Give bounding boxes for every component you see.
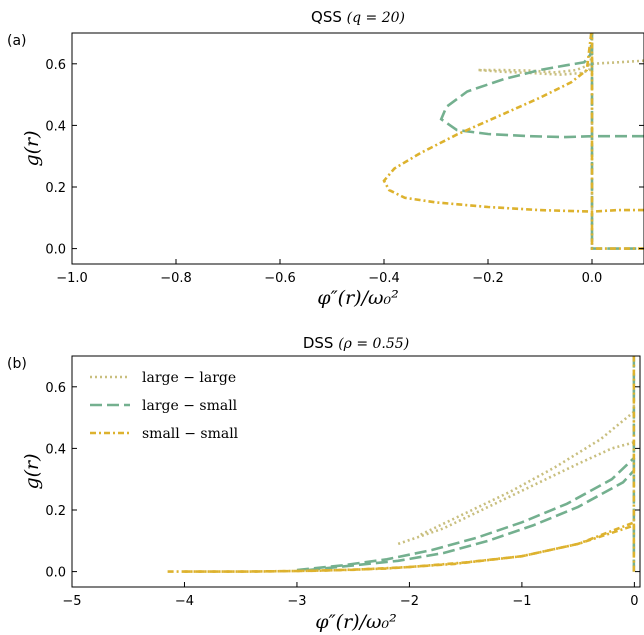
- x-tick-label: −0.4: [368, 271, 400, 286]
- y-tick-label: 0.4: [45, 119, 66, 134]
- panel-tag: (b): [7, 356, 27, 372]
- series-line-small-small-2: [184, 521, 635, 573]
- x-tick-label: −0.8: [160, 271, 192, 286]
- x-tick-label: 0: [630, 594, 638, 609]
- x-tick-label: 0.0: [582, 271, 603, 286]
- x-tick-label: −0.6: [264, 271, 296, 286]
- x-axis-label: φ″(r)/ω₀²: [315, 611, 396, 633]
- y-tick-label: 0.0: [45, 243, 66, 258]
- x-tick-label: −1.0: [56, 271, 88, 286]
- x-tick-label: −5: [62, 594, 81, 609]
- series-line-small-small: [167, 524, 635, 573]
- legend-label: large − small: [142, 398, 238, 414]
- series-line-large-small: [296, 456, 636, 572]
- y-tick-label: 0.4: [45, 442, 66, 457]
- legend-label: large − large: [142, 370, 236, 386]
- series-line-large-small: [439, 33, 644, 250]
- x-axis-label: φ″(r)/ω₀²: [317, 287, 398, 309]
- panel-a: −1.0 −0.8 −0.6 −0.4 −0.2 0.0 0.0 0.2 0.4 0.6 QSS (…: [7, 8, 644, 309]
- series-line-large-large-2: [420, 410, 636, 536]
- y-tick-label: 0.6: [45, 58, 66, 73]
- y-tick-label: 0.0: [45, 566, 66, 581]
- x-tick-label: −2: [400, 594, 419, 609]
- series-line-large-large: [477, 33, 644, 249]
- series-line-small-small: [382, 33, 644, 250]
- series-line-large-small-2: [308, 469, 636, 572]
- y-tick-label: 0.2: [45, 504, 66, 519]
- x-tick-label: −0.2: [472, 271, 504, 286]
- panel-tag: (a): [7, 33, 27, 49]
- y-tick-label: 0.2: [45, 181, 66, 196]
- axes-frame: [71, 355, 641, 588]
- y-axis-label: g(r): [21, 130, 43, 166]
- x-tick-label: −4: [175, 594, 194, 609]
- axes-frame: [71, 32, 644, 265]
- y-axis-label: g(r): [21, 453, 43, 489]
- panel-b: −5 −4 −3 −2 −1 0 0.0 0.2 0.4 0.6 DSS (ρ = 0.55) (b)…: [7, 334, 641, 633]
- x-tick-label: −1: [512, 594, 531, 609]
- y-tick-label: 0.6: [45, 381, 66, 396]
- legend: large − large large − small small − small: [90, 370, 239, 442]
- legend-label: small − small: [142, 426, 239, 442]
- x-tick-label: −3: [287, 594, 306, 609]
- chart-title: QSS (q = 20): [311, 8, 405, 26]
- series-line-large-large: [397, 440, 635, 546]
- chart-title: DSS (ρ = 0.55): [303, 334, 409, 352]
